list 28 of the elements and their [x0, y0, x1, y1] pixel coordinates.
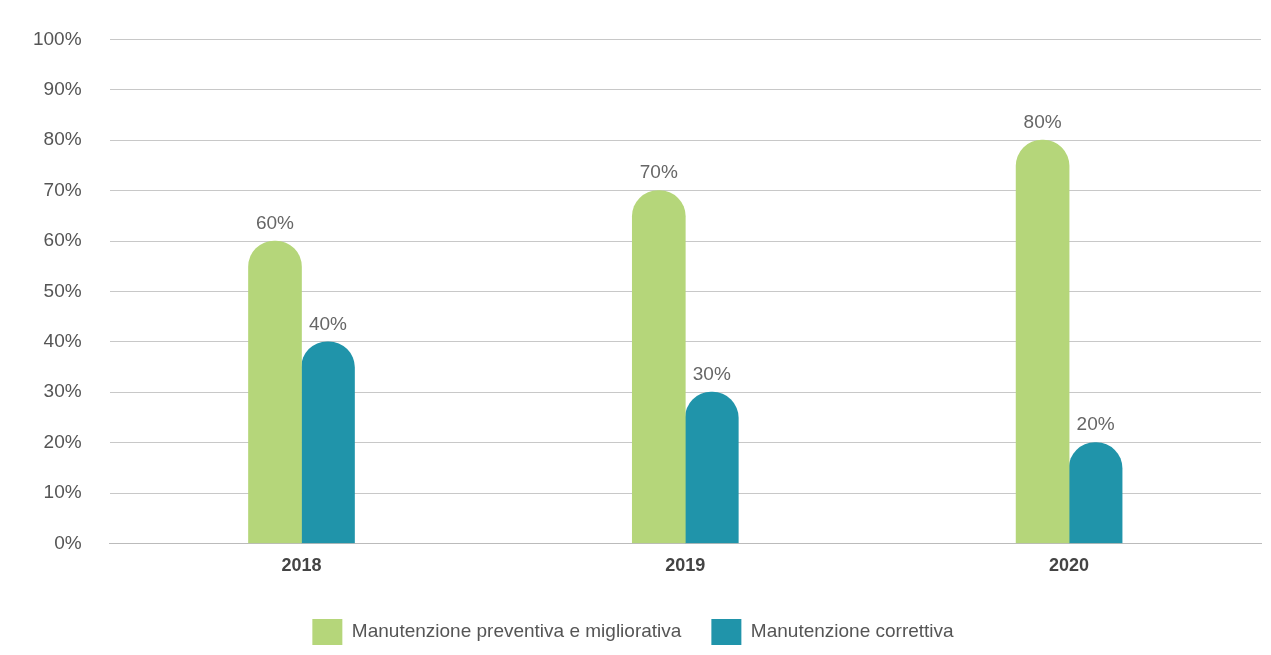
data-label: 20%	[1076, 413, 1115, 435]
x-tick-label: 2018	[281, 555, 322, 576]
y-tick-label: 20%	[43, 430, 82, 452]
x-tick-label: 2020	[1049, 555, 1090, 576]
y-tick-label: 60%	[43, 229, 82, 251]
legend-label: Manutenzione preventiva e migliorativa	[351, 620, 682, 642]
y-tick-label: 50%	[43, 279, 82, 301]
y-tick-label: 30%	[43, 380, 82, 402]
bar	[1068, 442, 1123, 544]
bar	[248, 240, 302, 544]
y-tick-label: 80%	[43, 128, 82, 150]
legend-label: Manutenzione correttiva	[750, 620, 955, 642]
bar	[1015, 139, 1070, 544]
y-tick-label: 0%	[54, 531, 82, 553]
y-tick-label: 100%	[32, 27, 82, 49]
y-tick-label: 90%	[43, 78, 82, 100]
data-label: 60%	[255, 211, 295, 233]
data-label: 30%	[692, 362, 731, 384]
data-label: 70%	[639, 161, 678, 183]
y-tick-label: 70%	[43, 178, 82, 200]
data-label: 80%	[1023, 110, 1062, 132]
bar	[301, 341, 355, 544]
bar	[631, 190, 686, 544]
x-tick-label: 2019	[665, 555, 706, 576]
data-label: 40%	[308, 312, 348, 334]
y-tick-label: 40%	[43, 330, 82, 352]
y-tick-label: 10%	[43, 481, 82, 503]
bar	[684, 391, 739, 544]
